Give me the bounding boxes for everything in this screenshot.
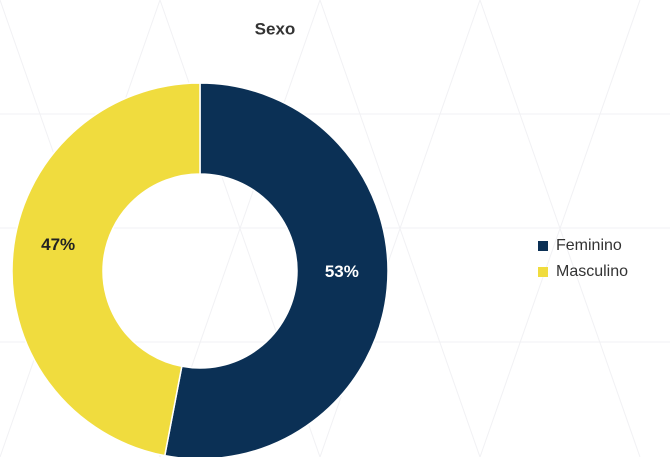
data-label: 47% xyxy=(41,235,75,254)
legend-label: Feminino xyxy=(556,237,622,254)
data-label: 53% xyxy=(325,262,359,281)
donut-segment xyxy=(11,82,201,457)
legend-swatch xyxy=(538,267,548,277)
legend-label: Masculino xyxy=(556,263,628,280)
chart-title: Sexo xyxy=(255,19,296,38)
legend-swatch xyxy=(538,241,548,251)
